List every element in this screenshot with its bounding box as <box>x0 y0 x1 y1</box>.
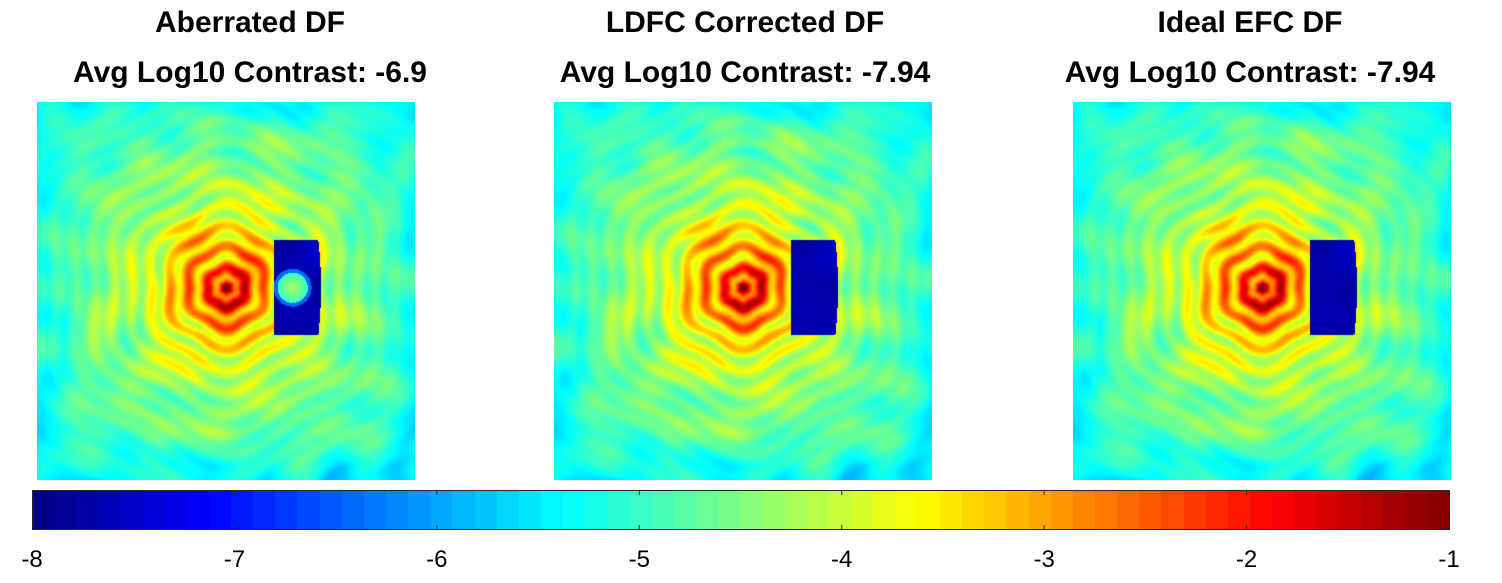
colorbar-segment <box>763 490 786 530</box>
colorbar-segment <box>1361 490 1384 530</box>
panel-ideal-efc: Ideal EFC DF Avg Log10 Contrast: -7.94 <box>1000 0 1500 480</box>
colorbar-segment <box>1405 490 1428 530</box>
colorbar-segment <box>1272 490 1295 530</box>
panel-ldfc-corrected: LDFC Corrected DF Avg Log10 Contrast: -7… <box>495 0 995 480</box>
colorbar-segment <box>98 490 121 530</box>
colorbar-segment <box>342 490 365 530</box>
colorbar-segment <box>76 490 99 530</box>
colorbar-segment <box>1317 490 1340 530</box>
colorbar-segment <box>297 490 321 530</box>
colorbar-segment <box>386 490 409 530</box>
colorbar-segment <box>630 490 653 530</box>
colorbar-segment <box>187 490 210 530</box>
colorbar-tick-label: -2 <box>1235 546 1258 573</box>
colorbar-segment <box>497 490 520 530</box>
colorbar-segment <box>275 490 298 530</box>
colorbar-segment <box>829 490 852 530</box>
colorbar-segment <box>873 490 897 530</box>
colorbar-tick-label: -7 <box>223 546 246 573</box>
colorbar-segment <box>430 490 453 530</box>
colorbar-segment <box>1206 490 1229 530</box>
colorbar-segment <box>718 490 742 530</box>
colorbar-segment <box>1073 490 1096 530</box>
colorbar <box>32 490 1450 530</box>
colorbar-segment <box>1139 490 1162 530</box>
colorbar-segment <box>851 490 874 530</box>
colorbar-segment <box>452 490 476 530</box>
colorbar-segment <box>408 490 431 530</box>
colorbar-segment <box>1250 490 1273 530</box>
colorbar-segment <box>541 490 564 530</box>
colorbar-segment <box>940 490 963 530</box>
colorbar-segment <box>1184 490 1207 530</box>
colorbar-segment <box>519 490 542 530</box>
panel-subtitle: Avg Log10 Contrast: -6.9 <box>73 56 427 89</box>
panel-title: LDFC Corrected DF <box>605 6 885 39</box>
colorbar-segment <box>1383 490 1406 530</box>
colorbar-segment <box>120 490 143 530</box>
colorbar-tick-label: -8 <box>21 546 43 573</box>
colorbar-gradient <box>32 490 1450 530</box>
colorbar-segment <box>674 490 697 530</box>
colorbar-segment <box>32 490 55 530</box>
colorbar-segment <box>1228 490 1251 530</box>
colorbar-segment <box>652 490 675 530</box>
panel-title: Ideal EFC DF <box>1157 6 1343 39</box>
colorbar-segment <box>1051 490 1074 530</box>
colorbar-segment <box>209 490 232 530</box>
colorbar-segment <box>1427 490 1450 530</box>
colorbar-segment <box>918 490 941 530</box>
colorbar-segment <box>696 490 719 530</box>
colorbar-segment <box>608 490 631 530</box>
colorbar-segment <box>984 490 1007 530</box>
colorbar-segment <box>807 490 830 530</box>
heatmap-aberrated <box>37 102 415 480</box>
colorbar-segment <box>142 490 165 530</box>
colorbar-segment <box>785 490 808 530</box>
panel-subtitle: Avg Log10 Contrast: -7.94 <box>1064 56 1436 89</box>
colorbar-segment <box>1095 490 1118 530</box>
colorbar-segment <box>563 490 586 530</box>
colorbar-segment <box>1294 490 1318 530</box>
colorbar-segment <box>741 490 764 530</box>
panel-subtitle: Avg Log10 Contrast: -7.94 <box>559 56 931 89</box>
colorbar-segment <box>1161 490 1185 530</box>
colorbar-segment <box>253 490 276 530</box>
colorbar-segment <box>585 490 609 530</box>
heatmap-ideal-efc <box>1073 102 1451 480</box>
colorbar-segment <box>1117 490 1140 530</box>
colorbar-segment <box>1006 490 1030 530</box>
colorbar-segment <box>896 490 919 530</box>
panel-title: Aberrated DF <box>154 6 346 39</box>
colorbar-segment <box>54 490 77 530</box>
colorbar-border <box>32 490 1450 530</box>
colorbar-segment <box>1339 490 1362 530</box>
heatmap-ldfc-corrected <box>554 102 932 480</box>
colorbar-segment <box>962 490 985 530</box>
colorbar-tick-label: -5 <box>628 546 650 573</box>
colorbar-tick-label: -3 <box>1033 546 1055 573</box>
colorbar-segment <box>364 490 387 530</box>
colorbar-segment <box>1029 490 1052 530</box>
colorbar-tick-label: -4 <box>831 546 853 573</box>
colorbar-segment <box>164 490 188 530</box>
colorbar-tick-label: -6 <box>426 546 448 573</box>
colorbar-segment <box>475 490 498 530</box>
colorbar-segment <box>320 490 343 530</box>
panel-aberrated: Aberrated DF Avg Log10 Contrast: -6.9 <box>0 0 500 480</box>
colorbar-tick-label: -1 <box>1438 546 1460 573</box>
colorbar-segment <box>231 490 254 530</box>
